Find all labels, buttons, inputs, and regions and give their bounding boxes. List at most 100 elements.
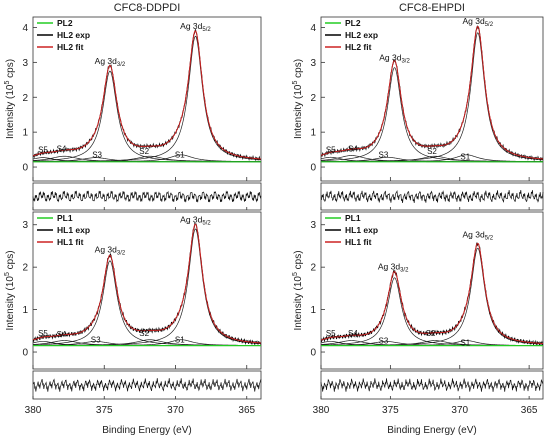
x-tick-label: 380 [313, 405, 330, 416]
y-axis-label: Intensity (105 cps) [292, 250, 304, 330]
y-tick-label: 3 [22, 58, 28, 69]
y-tick-label: 0 [22, 348, 28, 359]
chart-panel-1: CFC8-DDPDI 0 1 2 3 4 Intensity (105 cps) PL2 HL2… [4, 2, 262, 211]
legend-entry: PL1 [57, 213, 73, 223]
series-fit-line [321, 25, 543, 160]
series-fit-line [33, 223, 261, 344]
y-tick-label: 3 [310, 58, 316, 69]
residual-frame [320, 182, 544, 211]
chart-panel-2: CFC8-EHPDI 0 1 2 3 4 Intensity (105 cps) PL2 HL2… [292, 2, 544, 211]
y-tick-label: 4 [22, 23, 28, 34]
plot-area [33, 222, 261, 347]
peak-annotation: Ag 3d5/2 [463, 229, 494, 241]
legend-entry: HL2 exp [345, 30, 378, 40]
residual-line [320, 378, 544, 392]
series-fit-line [33, 30, 261, 160]
peak-annotation: S1 [460, 339, 470, 348]
series-fit-line [321, 242, 543, 344]
x-tick-label: 370 [451, 405, 468, 416]
peak-annotation: Ag 3d3/2 [95, 56, 126, 68]
y-tick-label: 2 [22, 93, 28, 104]
peak-annotation: S5 [38, 145, 48, 154]
y-axis-label: Intensity (105 cps) [292, 59, 304, 139]
peak-annotation: S5 [326, 329, 336, 338]
y-tick-label: 1 [22, 128, 28, 139]
residual-line [32, 190, 262, 203]
residual-line [320, 189, 544, 203]
peak-annotation: S4 [57, 145, 67, 154]
peak-annotation: Ag 3d3/2 [379, 53, 410, 65]
y-tick-label: 1 [310, 305, 316, 316]
peak-annotation: S4 [57, 330, 67, 339]
x-tick-label: 375 [382, 405, 399, 416]
component-peak-ag3d52 [321, 32, 543, 162]
peak-annotation: Ag 3d3/2 [378, 261, 409, 273]
peak-annotation: S1 [460, 152, 470, 161]
peak-annotation: Ag 3d5/2 [463, 16, 494, 28]
y-tick-label: 2 [310, 263, 316, 274]
legend-entry: PL2 [57, 18, 73, 28]
plot-area [321, 242, 543, 347]
peak-annotation: S3 [379, 151, 389, 160]
legend-entry: PL1 [345, 213, 361, 223]
y-tick-label: 3 [22, 220, 28, 231]
peak-annotation: S2 [139, 147, 149, 156]
y-axis-label: Intensity (105 cps) [4, 250, 16, 330]
peak-annotation: S1 [175, 335, 185, 344]
x-tick-label: 370 [167, 405, 184, 416]
peak-annotation: S5 [326, 145, 336, 154]
plot-frame [320, 16, 544, 182]
legend-entry: HL2 exp [57, 30, 90, 40]
x-tick-label: 365 [238, 405, 255, 416]
peak-annotation: S4 [348, 144, 358, 153]
peak-annotation: S5 [38, 329, 48, 338]
y-tick-label: 1 [310, 128, 316, 139]
x-tick-label: 380 [25, 405, 42, 416]
y-tick-label: 2 [310, 93, 316, 104]
peak-annotation: S2 [426, 329, 436, 338]
legend-entry: HL2 fit [345, 42, 372, 52]
legend-entry: HL1 exp [345, 225, 378, 235]
peak-annotation: S3 [91, 336, 101, 345]
peak-annotation: S2 [427, 147, 437, 156]
y-tick-label: 4 [310, 23, 316, 34]
y-axis-label: Intensity (105 cps) [4, 59, 16, 139]
y-tick-label: 2 [22, 263, 28, 274]
chart-title: CFC8-DDPDI [114, 2, 181, 14]
x-axis-label: Binding Energy (eV) [387, 425, 477, 436]
peak-annotation: S3 [92, 151, 102, 160]
plot-frame [32, 211, 262, 370]
legend-entry: HL1 exp [57, 225, 90, 235]
y-tick-label: 0 [310, 348, 316, 359]
peak-annotation: Ag 3d3/2 [95, 244, 126, 256]
residual-frame [320, 370, 544, 400]
y-tick-label: 0 [310, 163, 316, 174]
residual-frame [32, 182, 262, 211]
peak-annotation: S3 [379, 337, 389, 346]
residual-line [32, 378, 262, 392]
plot-area [321, 25, 543, 163]
x-axis-label: Binding Energy (eV) [102, 425, 192, 436]
y-tick-label: 1 [22, 305, 28, 316]
plot-frame [320, 211, 544, 370]
plot-frame [32, 16, 262, 182]
peak-annotation: Ag 3d5/2 [180, 21, 211, 33]
legend-entry: PL2 [345, 18, 361, 28]
x-tick-label: 375 [96, 405, 113, 416]
chart-panel-4: 0 1 2 3 380 375 370 365 Binding Energy (eV) Inten… [292, 211, 544, 436]
chart-title: CFC8-EHPDI [399, 2, 465, 14]
legend-entry: HL1 fit [345, 237, 372, 247]
residual-frame [32, 370, 262, 400]
component-peak-ag3d52 [33, 35, 261, 162]
peak-annotation: S4 [348, 329, 358, 338]
plot-area [33, 29, 261, 163]
y-tick-label: 3 [310, 220, 316, 231]
peak-annotation: S1 [175, 151, 185, 160]
legend-entry: HL2 fit [57, 42, 84, 52]
x-tick-label: 365 [521, 405, 538, 416]
chart-panel-3: 0 1 2 3 380 375 370 365 Binding Energy (eV) Inten… [4, 211, 262, 436]
legend-entry: HL1 fit [57, 237, 84, 247]
peak-annotation: S2 [139, 329, 149, 338]
y-tick-label: 0 [22, 163, 28, 174]
